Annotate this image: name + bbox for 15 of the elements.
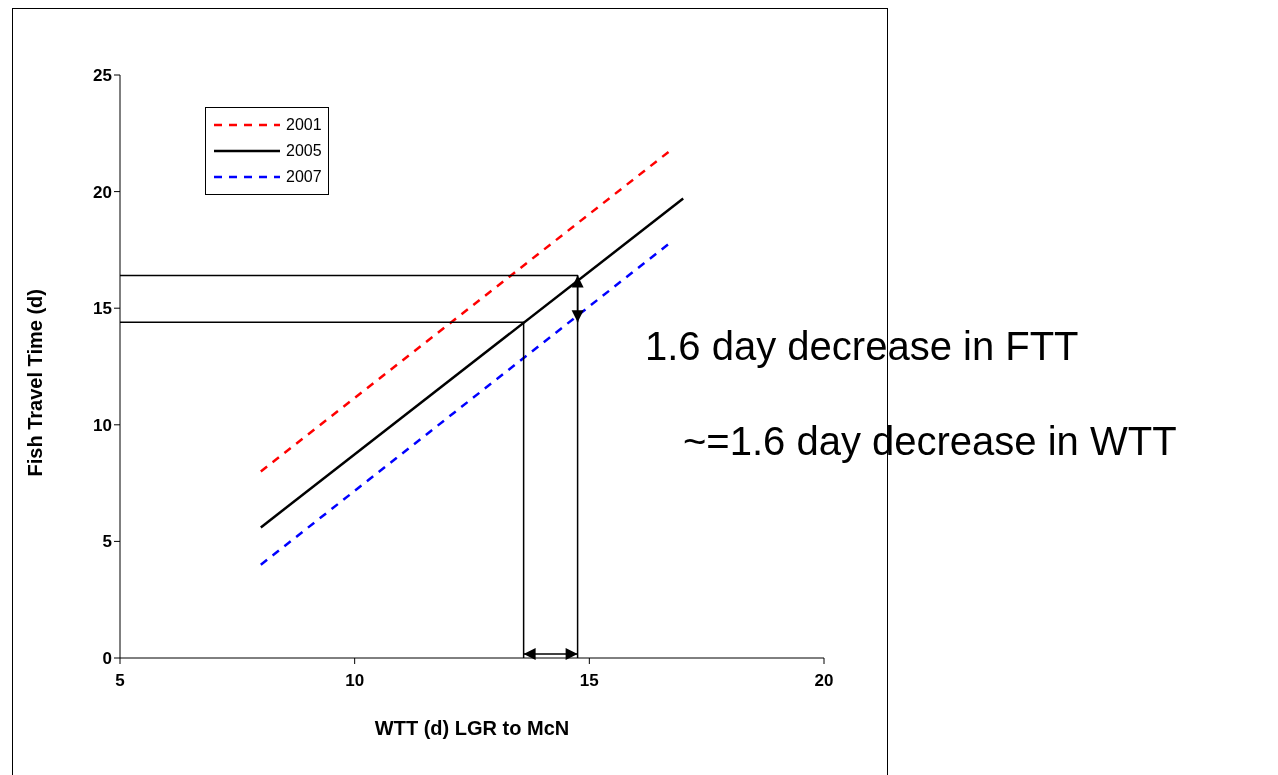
y-tick-label: 15 bbox=[93, 299, 112, 319]
x-tick-label: 10 bbox=[345, 671, 365, 691]
legend-label: 2001 bbox=[286, 116, 322, 134]
legend-label: 2005 bbox=[286, 142, 322, 160]
x-axis-title: WTT (d) LGR to McN bbox=[374, 717, 570, 740]
y-tick-label: 0 bbox=[102, 649, 112, 669]
x-tick-label: 20 bbox=[814, 671, 834, 691]
y-tick-label: 25 bbox=[93, 66, 112, 86]
legend-label: 2007 bbox=[286, 168, 322, 186]
y-tick-label: 5 bbox=[102, 532, 112, 552]
x-tick-label: 15 bbox=[579, 671, 599, 691]
x-tick-label: 5 bbox=[115, 671, 125, 691]
y-tick-label: 20 bbox=[93, 182, 112, 202]
y-axis-title: Fish Travel Time (d) bbox=[24, 289, 47, 477]
y-tick-label: 10 bbox=[93, 415, 112, 435]
